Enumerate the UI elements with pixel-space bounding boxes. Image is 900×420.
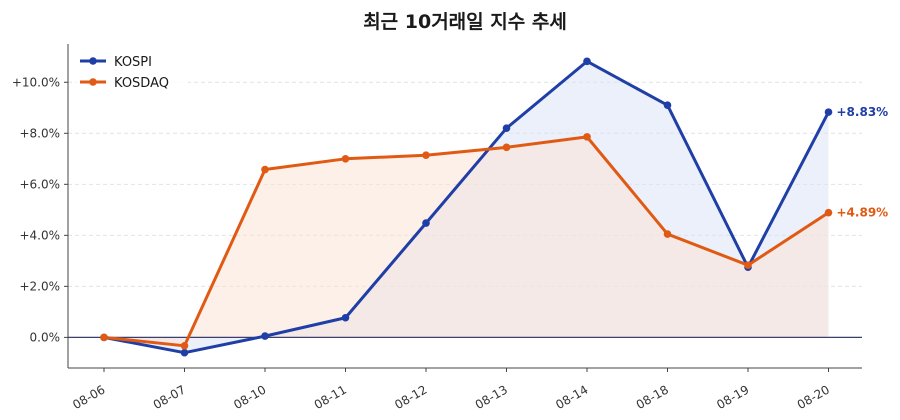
point-kosdaq-08-18 [663, 230, 672, 238]
point-kosdaq-08-20 [824, 208, 833, 217]
y-tick-label: +6.0% [19, 177, 60, 191]
x-tick-label: 08-13 [473, 382, 510, 412]
end-labels: +8.83% +4.89% [837, 105, 889, 220]
y-tick-label: +4.0% [19, 228, 60, 242]
point-kosdaq-08-07 [180, 342, 189, 350]
y-tick-label: +8.0% [19, 126, 60, 140]
point-kospi-08-10 [261, 332, 269, 340]
x-tick-label: 08-11 [312, 382, 349, 412]
x-tick-label: 08-10 [231, 382, 268, 412]
point-kospi-08-13 [502, 124, 511, 132]
point-kospi-08-12 [422, 219, 430, 227]
x-tick-label: 08-20 [795, 382, 832, 412]
y-tick-label: +2.0% [19, 279, 60, 293]
series-points [100, 57, 833, 357]
point-kosdaq-08-19 [744, 261, 752, 269]
end-label-kospi: +8.83% [837, 105, 889, 119]
point-kosdaq-08-13 [502, 143, 511, 152]
line-kospi [103, 59, 830, 355]
x-tick-label: 08-18 [634, 382, 671, 412]
point-kospi-08-11 [341, 313, 350, 322]
line-kosdaq [103, 135, 830, 348]
series-lines [103, 59, 830, 355]
point-kosdaq-08-12 [422, 151, 430, 160]
axes [67, 44, 862, 369]
x-tick-label: 08-14 [553, 382, 590, 412]
point-kospi-08-07 [180, 348, 189, 357]
y-tick-label: 0.0% [30, 330, 61, 344]
legend-box [76, 48, 188, 96]
x-tick-label: 08-07 [151, 382, 188, 412]
y-tick-labels: 0.0% +2.0% +4.0% +6.0% +8.0% +10.0% [12, 75, 68, 344]
legend-marker-kospi [89, 57, 97, 65]
point-kospi-08-20 [824, 108, 833, 116]
point-kosdaq-08-14 [583, 133, 591, 141]
x-tick-label: 08-19 [714, 382, 751, 412]
x-tick-label: 08-12 [392, 382, 429, 412]
area-kosdaq [104, 136, 829, 346]
chart-title: 최근 10거래일 지수 추세 [363, 11, 567, 33]
x-tick-label: 08-06 [70, 382, 107, 412]
point-kosdaq-08-10 [261, 165, 269, 174]
y-tick-label: +10.0% [12, 75, 60, 89]
legend-label-kospi: KOSPI [114, 55, 152, 70]
point-kospi-08-18 [663, 101, 672, 110]
point-kosdaq-08-11 [341, 155, 350, 163]
legend-marker-kosdaq [89, 78, 97, 86]
end-label-kosdaq: +4.89% [837, 206, 889, 220]
point-kosdaq-08-06 [100, 333, 108, 342]
legend-label-kosdaq: KOSDAQ [114, 76, 169, 91]
point-kospi-08-14 [583, 57, 591, 66]
x-tick-labels: 08-06 08-07 08-10 08-11 08-12 08-13 08-14 08-18… [70, 368, 832, 412]
series-areas [104, 61, 829, 353]
legend: KOSPI KOSDAQ [76, 48, 188, 96]
